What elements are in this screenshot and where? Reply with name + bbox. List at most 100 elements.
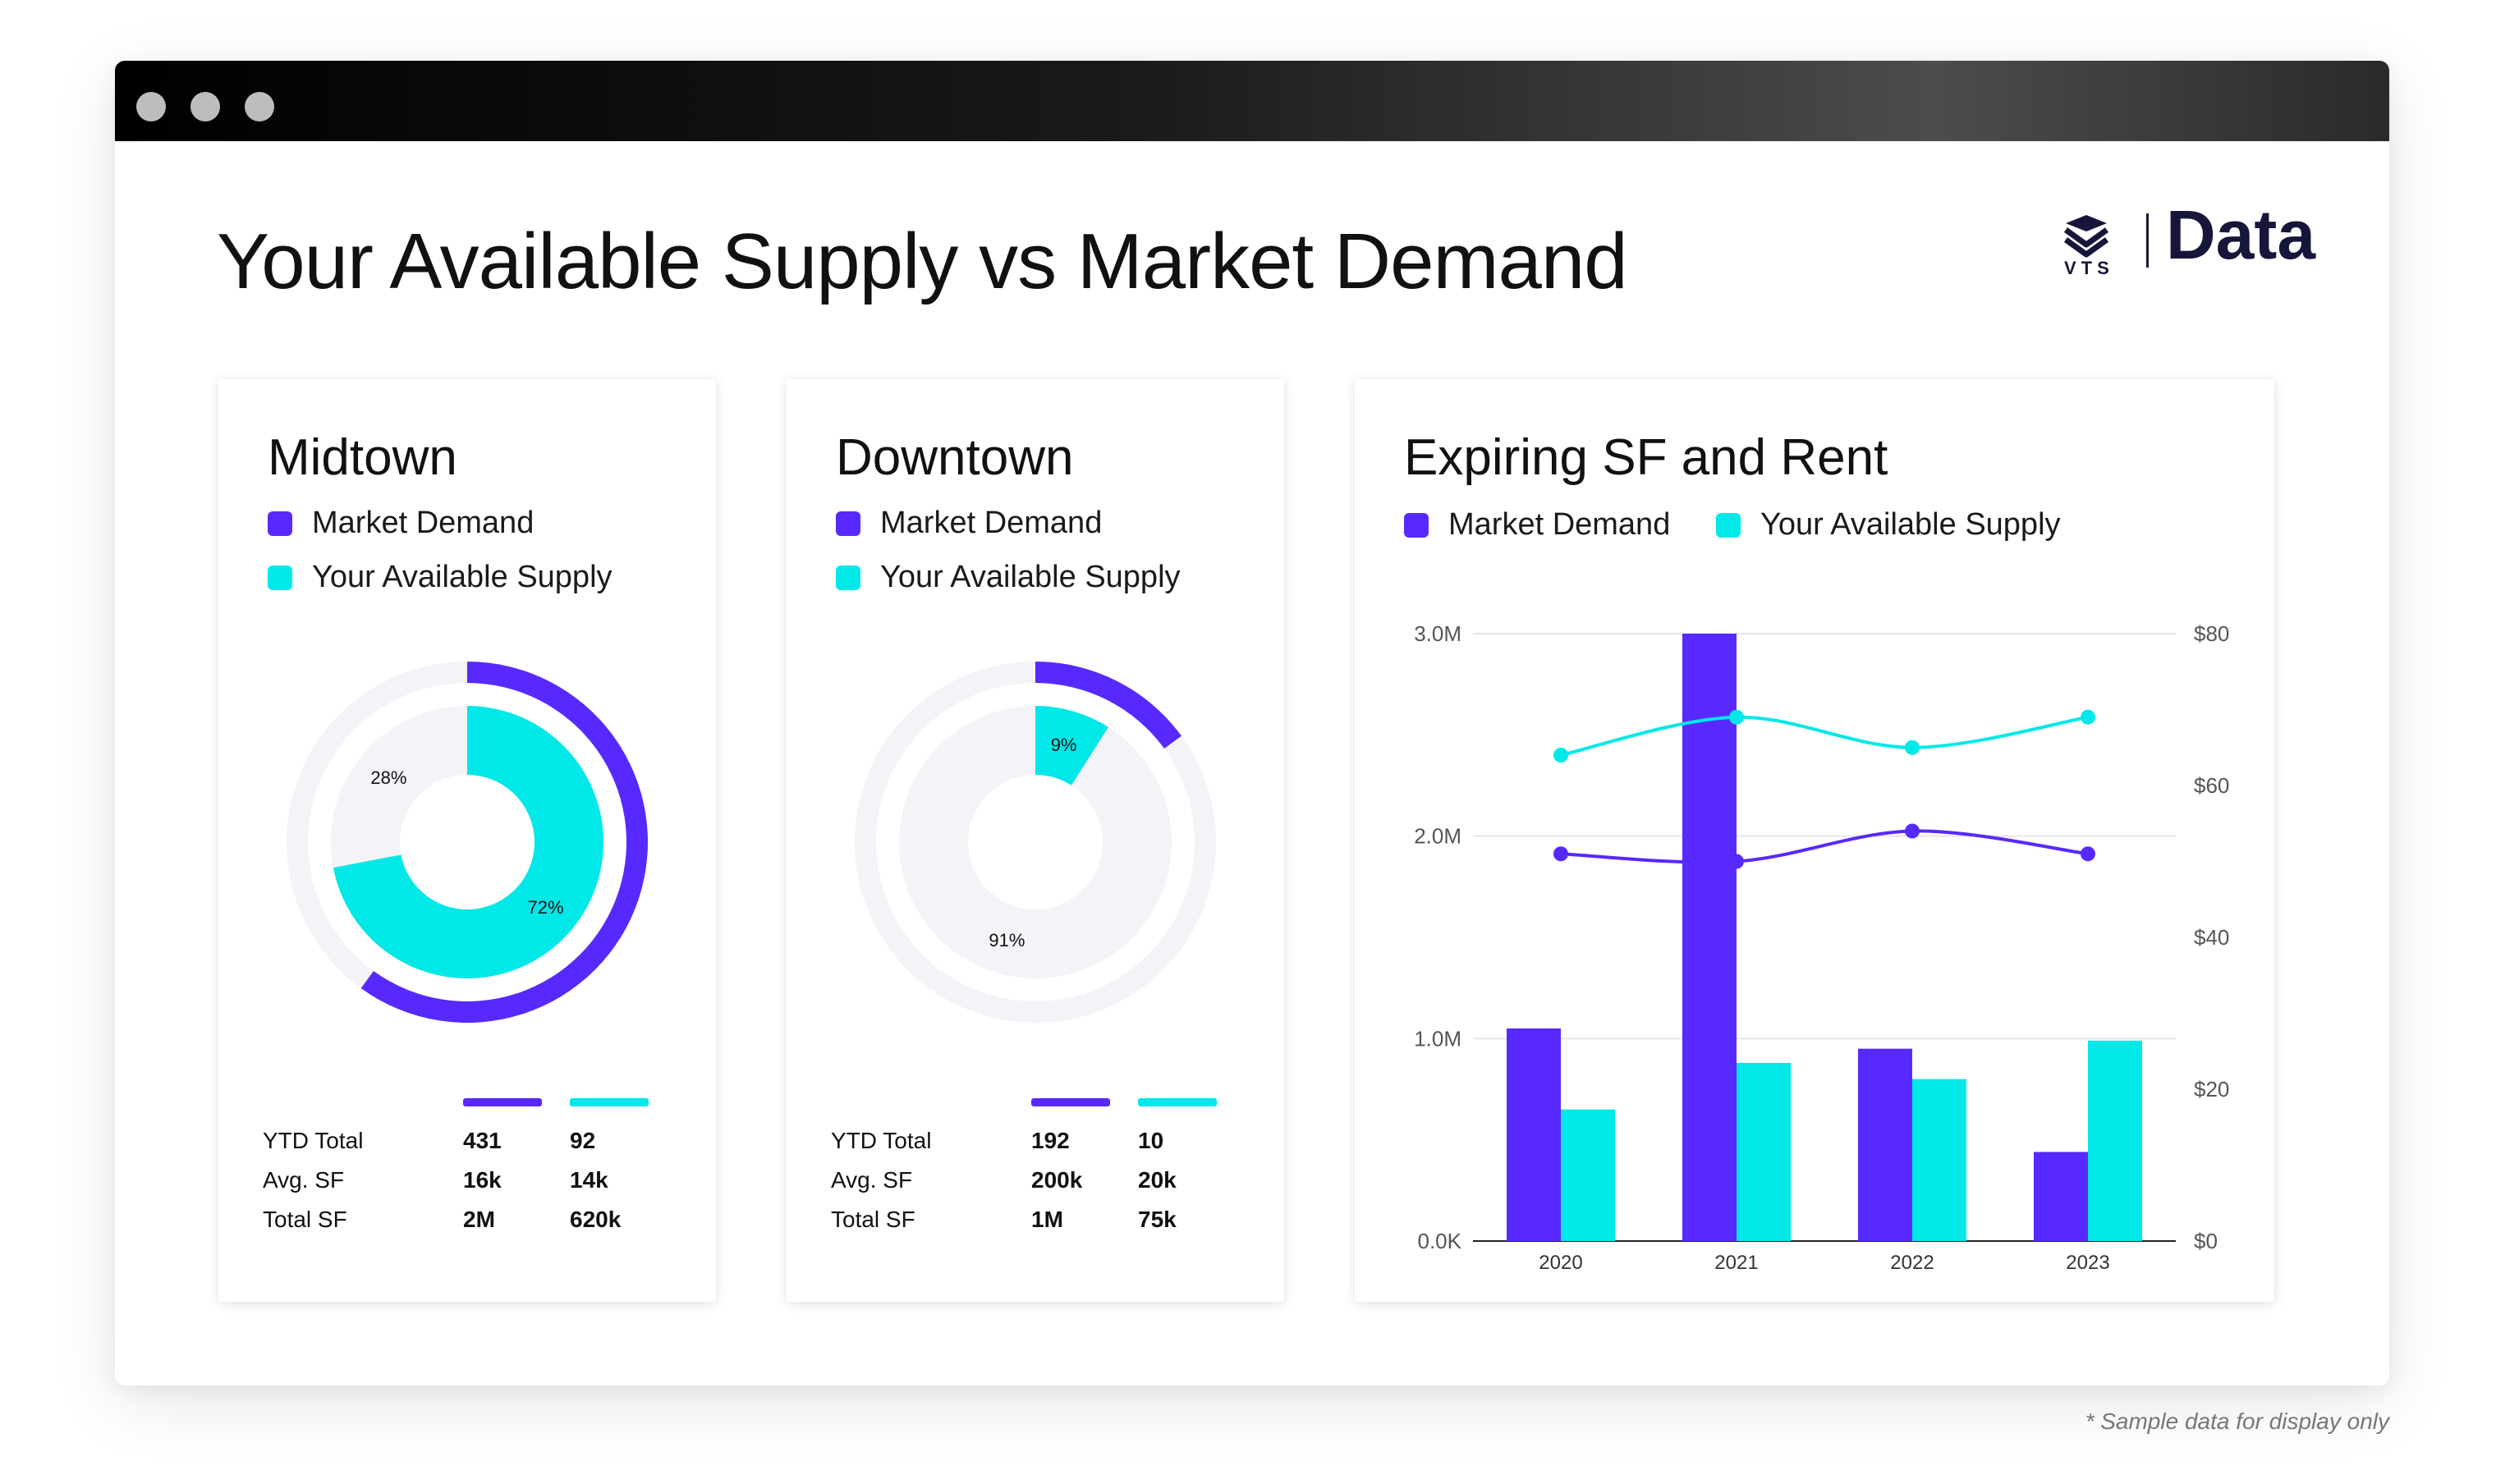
- inner-ring-other-slice: [331, 706, 467, 868]
- stats-supply-value: 10: [1138, 1128, 1164, 1153]
- expiring-combo-chart: 0.0K 1.0M 2.0M 3.0M $0 $20 $40 $60 $80 2020 2021 20…: [1414, 621, 2229, 1274]
- card-title: Midtown: [268, 429, 457, 486]
- legend-item-market-demand: Market Demand: [268, 506, 534, 541]
- midtown-card: Midtown Market Demand Your Available Sup…: [218, 379, 716, 1302]
- stats-supply-value: 14k: [570, 1167, 608, 1193]
- demand-bar: [2034, 1152, 2088, 1241]
- legend-item-available-supply: Your Available Supply: [1716, 507, 2061, 543]
- outer-ring-demand-arc: [360, 662, 648, 1023]
- x-axis-tick-label: 2023: [2066, 1252, 2109, 1274]
- legend-swatch-supply: [268, 565, 292, 590]
- brand-logo: VTS Data: [2061, 200, 2324, 291]
- legend-label: Your Available Supply: [1760, 507, 2061, 542]
- supply-bar: [1912, 1079, 1966, 1241]
- midtown-stats-table: YTD Total 431 92 Avg. SF 16k 14k Total S…: [263, 1098, 690, 1254]
- supply-percent-label: 9%: [1051, 735, 1077, 755]
- stats-row-label: YTD Total: [831, 1128, 932, 1153]
- x-axis-tick-label: 2020: [1539, 1252, 1582, 1274]
- legend-label: Market Demand: [312, 506, 535, 540]
- app-window: Your Available Supply vs Market Demand V…: [115, 61, 2389, 1386]
- inner-ring-supply-slice: [1035, 706, 1108, 786]
- legend-label: Your Available Supply: [880, 560, 1181, 594]
- legend-item-available-supply: Your Available Supply: [268, 560, 613, 595]
- y-axis-tick-label: 2.0M: [1414, 824, 1461, 849]
- downtown-stats-table: YTD Total 192 10 Avg. SF 200k 20k Total …: [831, 1098, 1258, 1254]
- legend-item-market-demand: Market Demand: [836, 506, 1102, 541]
- legend-item-market-demand: Market Demand: [1404, 507, 1670, 543]
- stats-supply-value: 92: [570, 1128, 596, 1153]
- supply-bar: [1737, 1062, 1791, 1241]
- stats-row-label: Total SF: [263, 1207, 347, 1232]
- legend-label: Market Demand: [1448, 507, 1671, 542]
- other-percent-label: 28%: [370, 767, 406, 788]
- stats-demand-value: 16k: [463, 1167, 502, 1193]
- downtown-card: Downtown Market Demand Your Available Su…: [787, 379, 1284, 1302]
- stats-row: Avg. SF 16k 14k: [263, 1167, 690, 1200]
- y2-axis-tick-label: $60: [2194, 773, 2229, 798]
- demand-rent-point: [1553, 846, 1568, 862]
- stats-demand-value: 2M: [463, 1207, 495, 1232]
- stats-supply-value: 20k: [1138, 1167, 1177, 1193]
- stats-row-label: Avg. SF: [831, 1167, 913, 1193]
- midtown-donut-chart: 72% 28%: [287, 662, 648, 1023]
- page-title: Your Available Supply vs Market Demand: [217, 218, 1628, 305]
- outer-ring-demand-arc: [1035, 662, 1181, 749]
- stats-demand-value: 192: [1031, 1128, 1070, 1153]
- other-percent-label: 91%: [989, 930, 1025, 950]
- inner-ring-supply-slice: [333, 706, 603, 978]
- supply-rent-point: [1553, 748, 1568, 763]
- downtown-donut-chart: 9% 91%: [855, 662, 1216, 1023]
- stats-row: Total SF 1M 75k: [831, 1207, 1258, 1239]
- supply-percent-label: 72%: [528, 897, 564, 918]
- demand-rent-point: [1905, 823, 1920, 839]
- supply-bar: [2088, 1040, 2142, 1241]
- inner-ring-other-slice: [899, 706, 1172, 978]
- legend-swatch-demand: [1404, 512, 1429, 538]
- stats-row: YTD Total 431 92: [263, 1128, 690, 1161]
- y2-axis-tick-label: $20: [2194, 1077, 2229, 1102]
- stats-row-label: YTD Total: [263, 1128, 364, 1153]
- stats-demand-value: 200k: [1031, 1167, 1083, 1193]
- demand-rent-line: [1560, 829, 2089, 864]
- brand-product-name: Data: [2166, 196, 2316, 273]
- legend-swatch-demand: [268, 511, 292, 536]
- stats-row: YTD Total 192 10: [831, 1128, 1258, 1161]
- stats-demand-key: [1031, 1098, 1110, 1106]
- supply-bar: [1561, 1109, 1615, 1241]
- stats-demand-value: 1M: [1031, 1207, 1063, 1232]
- demand-rent-point: [1729, 854, 1744, 869]
- brand-mark-text: VTS: [2064, 258, 2114, 278]
- y2-axis-tick-label: $0: [2194, 1229, 2218, 1253]
- maximize-window-dot[interactable]: [245, 92, 274, 121]
- close-window-dot[interactable]: [136, 92, 166, 121]
- stats-demand-key: [463, 1098, 542, 1106]
- supply-rent-point: [2081, 709, 2095, 725]
- card-title: Expiring SF and Rent: [1404, 429, 1888, 486]
- stats-row: Total SF 2M 620k: [263, 1207, 690, 1239]
- y-axis-tick-label: 0.0K: [1418, 1229, 1462, 1253]
- legend-item-available-supply: Your Available Supply: [836, 560, 1181, 595]
- stats-supply-key: [570, 1098, 649, 1106]
- supply-rent-point: [1729, 709, 1744, 725]
- footnote: * Sample data for display only: [2085, 1408, 2389, 1434]
- stats-demand-value: 431: [463, 1128, 502, 1153]
- stats-supply-value: 620k: [570, 1207, 622, 1232]
- stats-supply-key: [1138, 1098, 1217, 1106]
- stats-row-label: Total SF: [831, 1207, 915, 1232]
- legend-label: Market Demand: [880, 506, 1103, 540]
- stats-row-label: Avg. SF: [263, 1167, 345, 1193]
- vts-logo-icon: [2063, 215, 2109, 258]
- y-axis-tick-label: 1.0M: [1414, 1026, 1461, 1051]
- window-titlebar: [115, 61, 2389, 141]
- legend-swatch-demand: [836, 511, 860, 536]
- supply-rent-point: [1905, 740, 1920, 755]
- demand-bar: [1858, 1048, 1912, 1241]
- y2-axis-tick-label: $40: [2194, 925, 2229, 950]
- demand-bar: [1682, 634, 1737, 1241]
- demand-bar: [1507, 1028, 1561, 1241]
- y2-axis-tick-label: $80: [2194, 621, 2229, 646]
- x-axis-tick-label: 2022: [1890, 1252, 1934, 1274]
- x-axis-tick-label: 2021: [1714, 1252, 1758, 1274]
- minimize-window-dot[interactable]: [190, 92, 220, 121]
- demand-rent-point: [2081, 846, 2095, 862]
